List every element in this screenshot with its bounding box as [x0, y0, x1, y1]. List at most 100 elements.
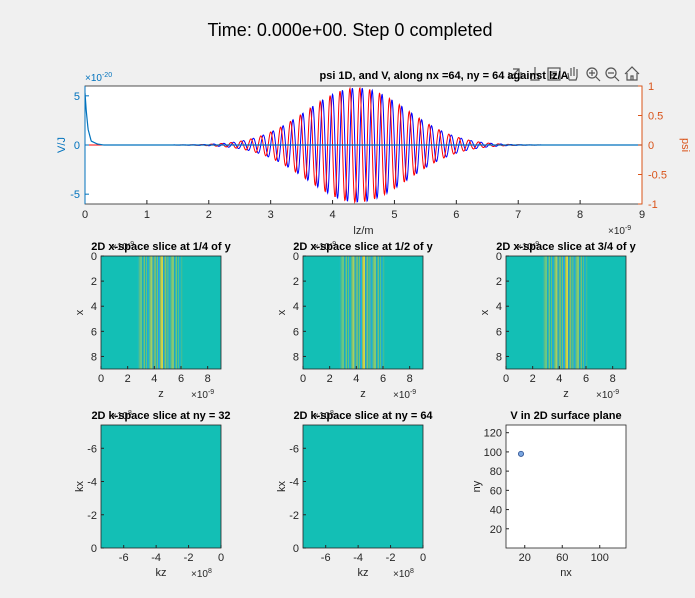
stripe — [350, 256, 352, 369]
plot-title: psi 1D, and V, along nx =64, ny = 64 aga… — [319, 70, 568, 82]
pan-icon[interactable] — [567, 67, 578, 81]
stripe — [372, 256, 374, 369]
stripe — [549, 256, 550, 369]
stripe — [181, 256, 183, 369]
x-exponent: ×10-9 — [191, 389, 214, 401]
y-axis-label: kx — [74, 481, 86, 493]
stripe — [353, 256, 355, 369]
y-tick-label: -4 — [87, 477, 97, 489]
y-left-tick-label: -5 — [70, 189, 80, 201]
stripe — [339, 256, 341, 369]
stripe — [348, 256, 349, 369]
brush-icon[interactable] — [530, 67, 540, 81]
y-tick-label: 0 — [293, 251, 299, 263]
x-tick-label: 20 — [519, 552, 531, 564]
stripe — [546, 256, 548, 369]
stripe — [575, 256, 577, 369]
y-tick-label: 0 — [293, 543, 299, 555]
stripe — [569, 256, 571, 369]
heatmap-background — [303, 425, 423, 548]
stripe — [146, 256, 147, 369]
y-tick-label: 60 — [490, 485, 502, 497]
stripe — [580, 256, 581, 369]
stripe — [157, 256, 159, 369]
stripe — [543, 256, 545, 369]
y-tick-label: 2 — [293, 276, 299, 288]
stripe — [364, 256, 366, 369]
y-right-tick-label: 0 — [648, 140, 654, 152]
stripe — [553, 256, 555, 369]
stripe — [171, 256, 173, 369]
stripe — [377, 256, 378, 369]
home-icon[interactable] — [624, 66, 640, 81]
stripe — [558, 256, 560, 369]
y-right-tick-label: 0.5 — [648, 111, 663, 123]
stripe — [367, 256, 369, 369]
y-tick-label: 8 — [91, 351, 97, 363]
stripe — [172, 256, 174, 369]
y-tick-label: 2 — [91, 276, 97, 288]
x-exponent: ×10-9 — [608, 225, 631, 237]
stripe — [585, 256, 587, 369]
stripe — [544, 256, 546, 369]
stripe — [137, 256, 139, 369]
x-tick-label: 6 — [583, 373, 589, 385]
y-exponent: ×10-9 — [313, 241, 336, 253]
stripe — [557, 256, 559, 369]
plot-title: 2D k-space slice at ny = 64 — [293, 410, 433, 422]
stripe — [179, 256, 181, 369]
stripe — [571, 256, 573, 369]
y-tick-label: 80 — [490, 466, 502, 478]
plot-area — [506, 425, 626, 548]
y-tick-label: 0 — [91, 251, 97, 263]
y-tick-label: -2 — [289, 510, 299, 522]
plot-title: V in 2D surface plane — [510, 410, 621, 422]
x-tick-label: 4 — [556, 373, 562, 385]
x-tick-label: 2 — [327, 373, 333, 385]
stripe — [180, 256, 182, 369]
stripe-group — [339, 256, 385, 369]
x-tick-label: 2 — [206, 209, 212, 221]
export-icon[interactable] — [508, 68, 522, 79]
stripe — [141, 256, 143, 369]
y-axis-label: x — [74, 309, 86, 315]
stripe — [343, 256, 345, 369]
heatmap-background — [101, 425, 221, 548]
y-tick-label: -6 — [289, 443, 299, 455]
stripe — [550, 256, 551, 369]
y-axis-label: x — [479, 309, 491, 315]
y-left-tick-label: 5 — [74, 91, 80, 103]
zoom-in-icon[interactable] — [586, 67, 601, 82]
stripe — [346, 256, 347, 369]
stripe — [163, 256, 165, 369]
stripe — [380, 256, 381, 369]
y-tick-label: 20 — [490, 524, 502, 536]
data-tips-icon[interactable] — [547, 67, 561, 81]
stripe — [363, 256, 364, 369]
y-tick-label: 40 — [490, 505, 502, 517]
y-right-tick-label: 1 — [648, 81, 654, 93]
x-axis-label: kz — [358, 567, 369, 579]
stripe — [155, 256, 157, 369]
y-axis-label: kx — [276, 481, 288, 493]
stripe — [148, 256, 150, 369]
x-tick-label: -6 — [321, 552, 331, 564]
x-tick-label: 0 — [98, 373, 104, 385]
zoom-out-icon[interactable] — [605, 67, 620, 82]
axes-box — [505, 424, 627, 549]
stripe — [586, 256, 588, 369]
stripe — [556, 256, 558, 369]
stripe — [548, 256, 549, 369]
y-tick-label: 2 — [496, 276, 502, 288]
y-tick-label: -4 — [289, 477, 299, 489]
stripe — [349, 256, 351, 369]
stripe — [150, 256, 152, 369]
x-tick-label: 5 — [391, 209, 397, 221]
stripe — [375, 256, 377, 369]
stripe — [357, 256, 359, 369]
stripe — [342, 256, 344, 369]
x-tick-label: 7 — [515, 209, 521, 221]
y-axis-label: ny — [471, 480, 483, 492]
